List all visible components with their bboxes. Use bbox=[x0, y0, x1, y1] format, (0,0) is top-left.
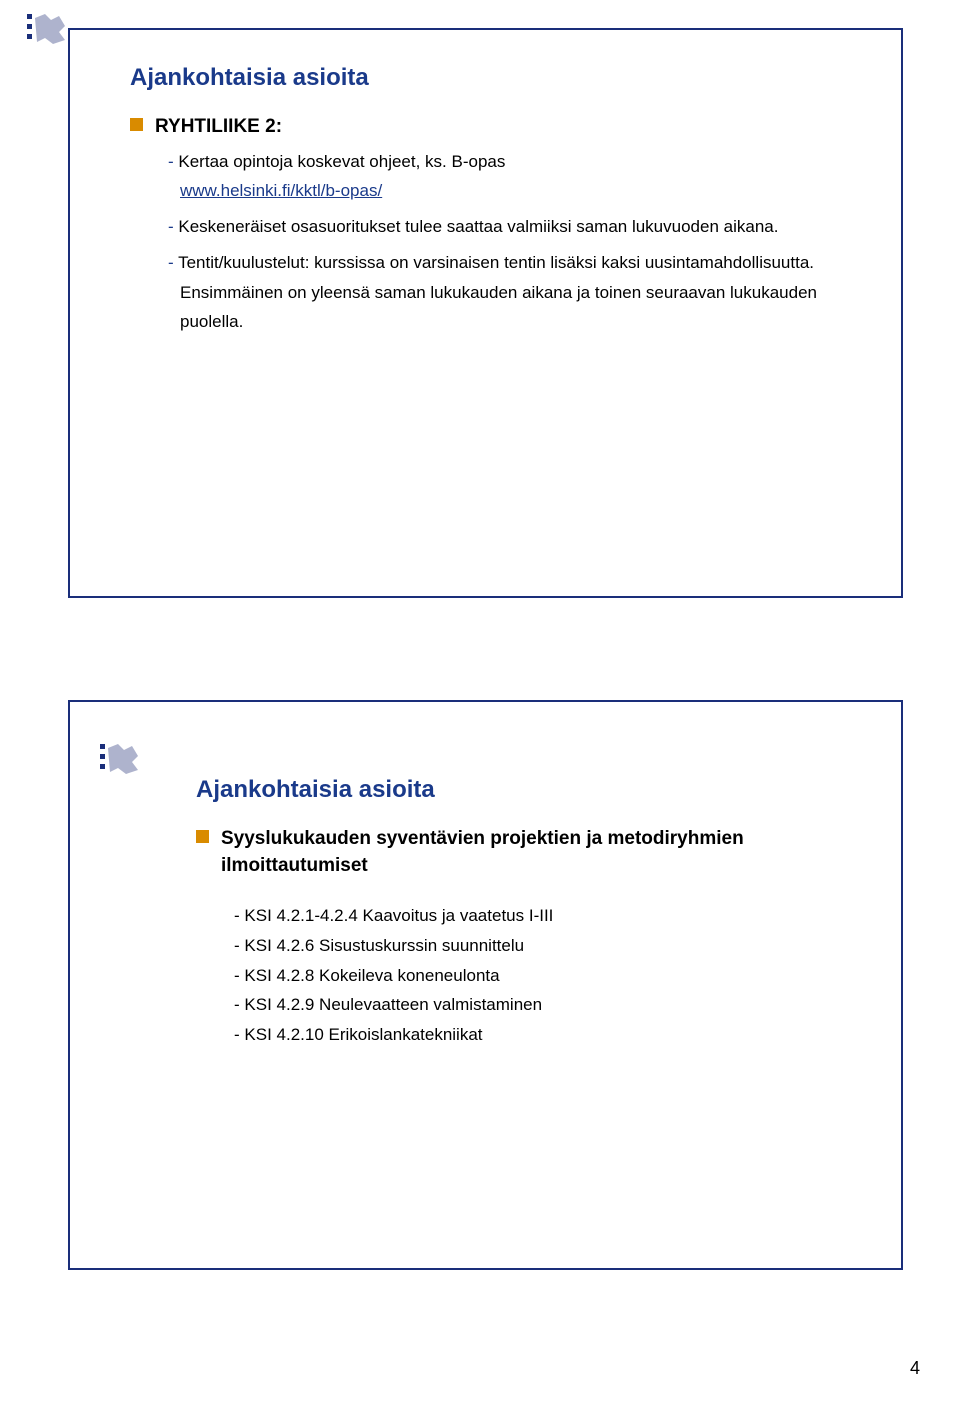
bullet-level-2: - Tentit/kuulustelut: kurssissa on varsi… bbox=[168, 248, 855, 337]
bullet-level-1: RYHTILIIKE 2: bbox=[130, 114, 855, 141]
logo-icon bbox=[25, 10, 69, 54]
slide-title: Ajankohtaisia asioita bbox=[130, 64, 855, 92]
slide-2: Ajankohtaisia asioita Syyslukukauden syv… bbox=[68, 700, 903, 1270]
dash-icon: - bbox=[234, 936, 244, 955]
sub-bullet-text: KSI 4.2.9 Neulevaatteen valmistaminen bbox=[244, 995, 542, 1014]
page-number: 4 bbox=[910, 1358, 920, 1379]
sub-bullet-text: KSI 4.2.10 Erikoislankatekniikat bbox=[244, 1025, 482, 1044]
sub-bullet-text: Kertaa opintoja koskevat ohjeet, ks. B-o… bbox=[178, 152, 505, 171]
bullet-level-2: - KSI 4.2.9 Neulevaatteen valmistaminen bbox=[234, 990, 855, 1020]
bullet-text: Syyslukukauden syventävien projektien ja… bbox=[221, 826, 855, 879]
dash-icon: - bbox=[234, 995, 244, 1014]
bullet-text: RYHTILIIKE 2: bbox=[155, 114, 282, 141]
slide-1: Ajankohtaisia asioita RYHTILIIKE 2: - Ke… bbox=[68, 28, 903, 598]
bullet-level-2: - KSI 4.2.10 Erikoislankatekniikat bbox=[234, 1020, 855, 1050]
bullet-level-2: - Keskeneräiset osasuoritukset tulee saa… bbox=[168, 212, 855, 242]
square-bullet-icon bbox=[196, 830, 209, 843]
bullet-level-2: - KSI 4.2.8 Kokeileva koneneulonta bbox=[234, 961, 855, 991]
bullet-level-2: - KSI 4.2.1-4.2.4 Kaavoitus ja vaatetus … bbox=[234, 901, 855, 931]
sub-bullet-text: Keskeneräiset osasuoritukset tulee saatt… bbox=[178, 217, 778, 236]
slide-title: Ajankohtaisia asioita bbox=[196, 776, 855, 804]
dash-icon: - bbox=[168, 253, 178, 272]
dash-icon: - bbox=[168, 217, 178, 236]
bullet-level-2: - KSI 4.2.6 Sisustuskurssin suunnittelu bbox=[234, 931, 855, 961]
dash-icon: - bbox=[234, 1025, 244, 1044]
square-bullet-icon bbox=[130, 118, 143, 131]
bullet-level-1: Syyslukukauden syventävien projektien ja… bbox=[196, 826, 855, 879]
bullet-level-2: - Kertaa opintoja koskevat ohjeet, ks. B… bbox=[168, 147, 855, 177]
dash-icon: - bbox=[234, 906, 244, 925]
dash-icon: - bbox=[168, 152, 178, 171]
sub-bullet-text: KSI 4.2.1-4.2.4 Kaavoitus ja vaatetus I-… bbox=[244, 906, 553, 925]
link-text[interactable]: www.helsinki.fi/kktl/b-opas/ bbox=[180, 181, 382, 200]
link-line: www.helsinki.fi/kktl/b-opas/ bbox=[168, 176, 855, 206]
sub-bullet-text: KSI 4.2.6 Sisustuskurssin suunnittelu bbox=[244, 936, 524, 955]
sub-bullet-text: Tentit/kuulustelut: kurssissa on varsina… bbox=[178, 253, 817, 332]
dash-icon: - bbox=[234, 966, 244, 985]
sub-bullet-text: KSI 4.2.8 Kokeileva koneneulonta bbox=[244, 966, 499, 985]
